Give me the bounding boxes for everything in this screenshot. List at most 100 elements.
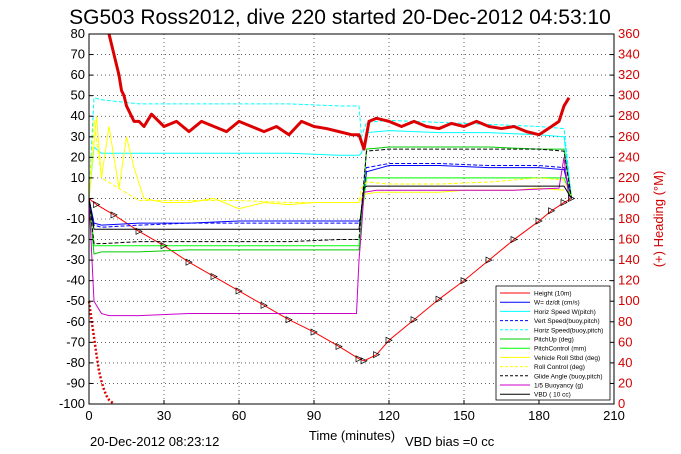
- legend-entry: Height (10m): [534, 291, 572, 298]
- legend-entry: PitchUp (deg): [534, 337, 574, 344]
- right-tick-label: 320: [618, 67, 640, 82]
- series-vert-speed-buoy-pitch-: [88, 163, 572, 228]
- depth-marker: [410, 316, 418, 324]
- right-tick-label: 340: [618, 47, 640, 62]
- y-tick-label: -100: [59, 396, 85, 411]
- y-tick-label: -20: [66, 232, 85, 247]
- y-tick-label: -30: [66, 252, 85, 267]
- legend-entry: Horiz Speed(buoy,pitch): [534, 327, 603, 334]
- depth-marker: [435, 295, 443, 303]
- series-glide-angle-buoy-pitch-: [88, 148, 572, 245]
- depth-marker: [235, 287, 243, 295]
- heading-trace: [87, 33, 571, 405]
- heading-start-line: [87, 301, 115, 405]
- y-tick-label: 30: [71, 129, 85, 144]
- depth-marker: [568, 194, 576, 203]
- series-horiz-speed-w-pitch-: [88, 130, 572, 199]
- depth-marker: [185, 258, 193, 266]
- depth-markers: [93, 194, 576, 365]
- series-1-5-buoyancy-g-: [88, 157, 570, 317]
- series-roll-control-deg-: [88, 120, 572, 204]
- y-tick-label: -10: [66, 211, 85, 226]
- y-tick-label: 80: [71, 26, 85, 41]
- heading-line: [107, 33, 571, 151]
- series-w-dz-dt-cm-s-: [88, 165, 572, 226]
- right-tick-label: 180: [618, 211, 640, 226]
- footer-vbd-bias: VBD bias =0 cc: [405, 434, 495, 449]
- depth-marker: [210, 272, 218, 281]
- x-axis-label: Time (minutes): [309, 428, 395, 443]
- left-axis-ticks: 80 70 60 50 40 30 20 10 0 -10 -20 -30 -40 -50 -60 -70 -8…: [59, 26, 93, 411]
- legend-entry: Roll Control (deg): [534, 364, 585, 371]
- legend-entry: VBD ( 10 cc): [534, 392, 571, 399]
- series-vehicle-roll-stbd-deg-: [88, 116, 565, 210]
- y-tick-label: -60: [66, 314, 85, 329]
- depth-marker: [110, 211, 118, 219]
- legend-entry: W= dz/dt (cm/s): [534, 300, 580, 307]
- right-tick-label: 160: [618, 232, 640, 247]
- right-tick-label: 140: [618, 252, 640, 267]
- legend-entry: Vert Speed(buoy,pitch): [534, 318, 600, 325]
- chart-title: SG503 Ross2012, dive 220 started 20-Dec-…: [69, 6, 611, 29]
- depth-marker: [548, 207, 556, 215]
- series-pitchcontrol-mm-: [88, 177, 572, 247]
- depth-marker: [285, 316, 293, 324]
- y-tick-label: 70: [71, 47, 85, 62]
- legend-entry: Vehicle Roll Stbd (deg): [534, 355, 600, 362]
- right-tick-label: 260: [618, 129, 640, 144]
- depth-marker: [360, 357, 368, 365]
- series-pitchup-deg-: [88, 146, 572, 255]
- x-tick-label: 30: [157, 408, 171, 423]
- y-tick-label: 40: [71, 108, 85, 123]
- right-tick-label: 240: [618, 149, 640, 164]
- y-tick-label: -80: [66, 355, 85, 370]
- x-tick-label: 210: [603, 408, 625, 423]
- x-tick-label: 180: [528, 408, 550, 423]
- depth-marker: [385, 336, 393, 344]
- depth-marker: [310, 328, 318, 336]
- depth-marker: [485, 256, 493, 264]
- legend-entry: Glide Angle (buoy,pitch): [534, 373, 603, 380]
- y-tick-label: -90: [66, 375, 85, 390]
- x-tick-label: 120: [378, 408, 400, 423]
- right-tick-label: 0: [618, 396, 625, 411]
- right-tick-label: 20: [618, 375, 632, 390]
- y-tick-label: -50: [66, 293, 85, 308]
- right-tick-label: 80: [618, 314, 632, 329]
- y-tick-label: -70: [66, 334, 85, 349]
- depth-marker: [535, 217, 543, 225]
- series-lines: [88, 97, 572, 362]
- y-tick-label: 20: [71, 149, 85, 164]
- right-tick-label: 300: [618, 88, 640, 103]
- depth-marker: [135, 227, 143, 235]
- x-tick-label: 150: [453, 408, 475, 423]
- footer-timestamp: 20-Dec-2012 08:23:12: [90, 434, 219, 449]
- depth-marker: [510, 235, 518, 244]
- right-axis-ticks: 3603403203002802602402202001801601401201…: [610, 26, 640, 411]
- legend: Height (10m) W= dz/dt (cm/s) Horiz Speed W…: [495, 285, 611, 401]
- legend-entry: 1/5 Buoyancy (g): [534, 383, 583, 390]
- x-axis-ticks: 0 30 60 90 120 150 180 210: [85, 400, 625, 423]
- legend-entry: PitchControl (mm): [534, 346, 586, 353]
- right-axis-label: (+) Heading (°M): [651, 171, 666, 268]
- y-tick-label: -40: [66, 273, 85, 288]
- right-tick-label: 360: [618, 26, 640, 41]
- right-tick-label: 100: [618, 293, 640, 308]
- depth-marker: [355, 355, 363, 363]
- right-tick-label: 280: [618, 108, 640, 123]
- right-tick-label: 60: [618, 334, 632, 349]
- y-tick-label: 60: [71, 67, 85, 82]
- depth-marker: [373, 351, 381, 359]
- series-horiz-speed-buoy-pitch-: [88, 97, 572, 199]
- depth-marker: [335, 342, 343, 351]
- right-tick-label: 40: [618, 355, 632, 370]
- x-tick-label: 90: [307, 408, 321, 423]
- right-tick-label: 200: [618, 190, 640, 205]
- depth-marker: [160, 242, 168, 250]
- right-tick-label: 120: [618, 273, 640, 288]
- depth-marker: [93, 201, 101, 209]
- x-tick-label: 0: [85, 408, 92, 423]
- right-tick-label: 220: [618, 170, 640, 185]
- depth-marker: [560, 198, 568, 207]
